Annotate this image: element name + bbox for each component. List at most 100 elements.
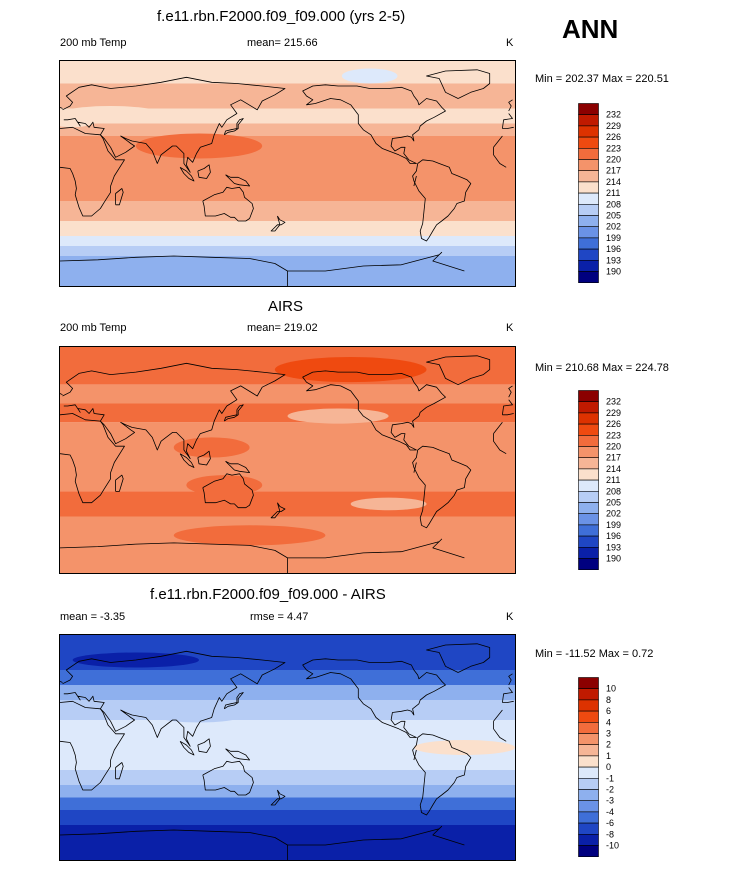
colorbar-tick-label: 193 (606, 255, 621, 265)
colorbar-tick-label: 208 (606, 199, 621, 209)
colorbar-tick-label: 199 (606, 520, 621, 530)
coastline (60, 251, 465, 286)
lat-band (60, 785, 515, 798)
colorbar-swatch (578, 170, 599, 183)
lat-band (60, 136, 515, 201)
colorbar-tick-label: 196 (606, 244, 621, 254)
colorbar-tick-label: 202 (606, 222, 621, 232)
coastline (413, 749, 417, 761)
colorbar-tick-label: 226 (606, 419, 621, 429)
coastline (225, 174, 250, 187)
panel-1-minmax-label: Min = 202.37 Max = 220.51 (535, 73, 669, 85)
colorbar-tick-label: 229 (606, 121, 621, 131)
field-patch (287, 408, 389, 424)
colorbar-tick-label: -6 (606, 818, 614, 828)
colorbar-tick-label: 3 (606, 729, 611, 739)
lat-band (60, 236, 515, 246)
coastline (302, 84, 446, 164)
lat-band (60, 246, 515, 256)
colorbar-tick-label: 214 (606, 464, 621, 474)
field-patch (274, 357, 427, 383)
colorbar-swatch (578, 491, 599, 503)
panel-2-map (59, 346, 516, 574)
panel-2-colorbar: 232 229 226 223 220 217 214 211 208 205 202 199 196 1… (578, 390, 628, 571)
colorbar-swatch (578, 468, 599, 481)
colorbar-tick-label: 211 (606, 188, 620, 198)
colorbar-tick-label: 190 (606, 267, 621, 277)
colorbar-swatch (578, 721, 599, 734)
colorbar-tick-label: -10 (606, 841, 619, 851)
colorbar-swatch (578, 204, 599, 216)
colorbar-tick-label: 2 (606, 740, 611, 750)
panel-2-units-label: K (506, 322, 514, 334)
coastline (197, 450, 211, 466)
coastline (302, 370, 446, 451)
colorbar-swatch (578, 412, 599, 425)
colorbar-svg: 2322292262232202172142112082052021991961… (578, 103, 621, 283)
temperature-bands (60, 61, 515, 286)
colorbar-tick-label: 4 (606, 717, 611, 727)
colorbar-tick-label: 223 (606, 143, 621, 153)
coastline (426, 355, 491, 386)
coastline (270, 502, 286, 519)
lat-band (60, 201, 515, 221)
colorbar-swatch (578, 699, 599, 712)
map-svg (60, 61, 515, 286)
temperature-patches (173, 357, 427, 546)
coastline (60, 825, 465, 860)
lat-band (60, 770, 515, 785)
colorbar-swatch (578, 457, 599, 470)
colorbar-swatch (578, 434, 599, 447)
colorbar-swatch (578, 524, 599, 537)
coastline (60, 99, 513, 112)
colorbar-swatch (578, 535, 599, 548)
colorbar-swatch (578, 744, 599, 757)
coastline (225, 748, 250, 761)
panel-3-rmse-label: rmse = 4.47 (250, 611, 309, 623)
panel-3-units-label: K (506, 611, 514, 623)
colorbar-tick-label: 211 (606, 475, 620, 485)
colorbar-swatch (578, 677, 599, 689)
coastline (179, 453, 195, 468)
coastline (223, 404, 244, 422)
lat-band (60, 491, 515, 517)
colorbar-swatch (578, 226, 599, 239)
colorbar-tick-label: 208 (606, 486, 621, 496)
colorbar-swatch (578, 800, 599, 813)
coastline (223, 118, 244, 136)
lat-band (60, 61, 515, 84)
colorbar-tick-label: 217 (606, 453, 621, 463)
colorbar-swatch (578, 755, 599, 768)
colorbar-tick-label: 1 (606, 751, 611, 761)
colorbar-swatch (578, 260, 599, 272)
coastline (115, 188, 124, 206)
colorbar-tick-label: 199 (606, 233, 621, 243)
field-patch (341, 68, 398, 84)
field-patch (60, 106, 162, 121)
coastline (197, 738, 211, 753)
coastlines (60, 643, 514, 860)
colorbar-swatch (578, 513, 599, 526)
colorbar-swatch (578, 688, 599, 701)
colorbar-swatch (578, 215, 599, 227)
colorbar-swatch (578, 811, 599, 824)
coastline (60, 385, 513, 398)
panel-3-colorbar: 10 8 6 4 3 2 1 0 -1 -2 -3 -4 -6 -8 -10 (578, 677, 628, 858)
colorbar-tick-label: 202 (606, 509, 621, 519)
colorbar-swatch (578, 423, 599, 436)
colorbar-swatch (578, 181, 599, 194)
coastline (412, 445, 472, 529)
lat-band (60, 422, 515, 492)
coastline (60, 673, 513, 686)
coastline (426, 643, 491, 673)
colorbar-tick-label: 223 (606, 430, 621, 440)
coastline (270, 215, 286, 232)
coastline (60, 700, 507, 791)
colorbar-swatch (578, 114, 599, 127)
field-patch (173, 437, 250, 458)
panel-1-map (59, 60, 516, 287)
colorbar-tick-label: 220 (606, 155, 621, 165)
coastline (60, 126, 507, 217)
lat-band (60, 670, 515, 685)
